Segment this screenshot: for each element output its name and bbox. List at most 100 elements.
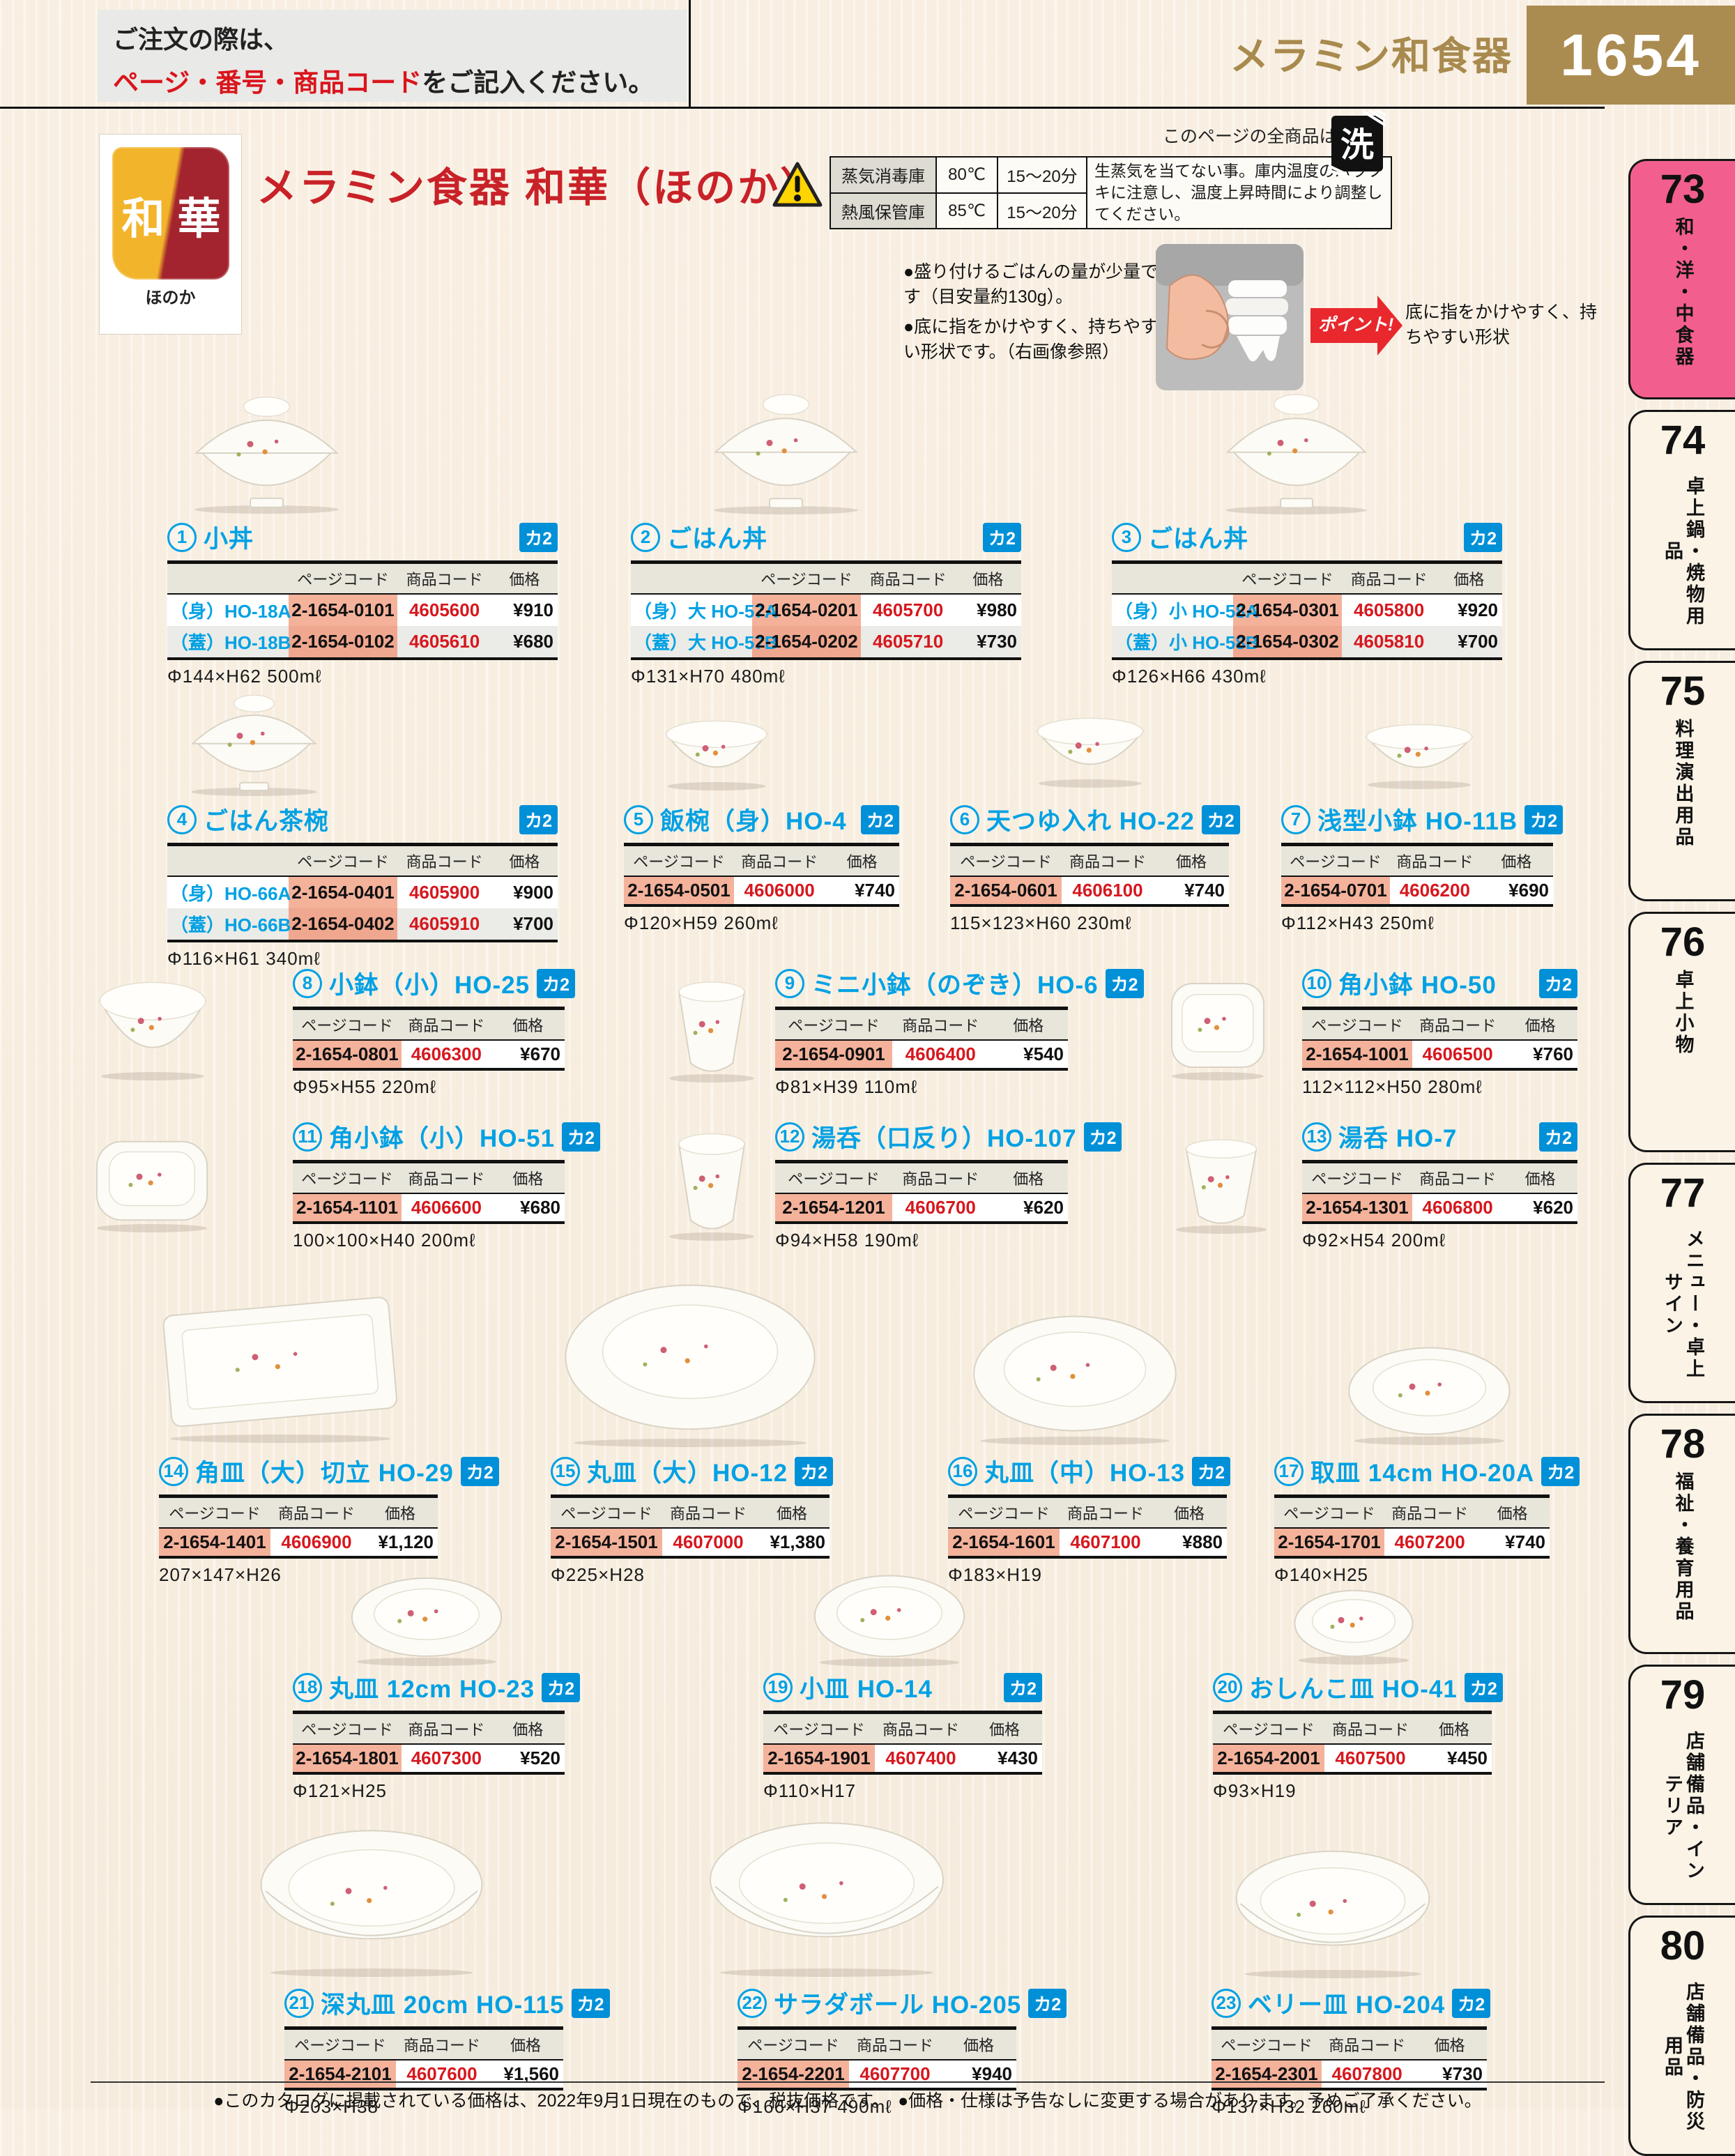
col-page-code: ページコード xyxy=(950,844,1062,877)
product-row: 2-1654-1801 4607300 ¥520 xyxy=(293,1744,565,1773)
product-name: 天つゆ入れ HO-22 xyxy=(986,808,1195,835)
product-name: サラダボール HO-205 xyxy=(774,1991,1022,2019)
item-code: 4606500 xyxy=(1422,1043,1493,1064)
sidebar-tab: 79 店舗備品・インテリア xyxy=(1628,1665,1735,1905)
table-header-row: ページコード 商品コード 価格 xyxy=(1213,1712,1492,1745)
table-header-row: ページコード 商品コード 価格 xyxy=(737,2028,1016,2061)
product-dimensions: Φ120×H59 260mℓ xyxy=(624,912,779,933)
col-item-code: 商品コード xyxy=(861,562,955,595)
sidebar-tab-number: 77 xyxy=(1660,1170,1706,1216)
catalog-ref-badge: カ2 xyxy=(1539,968,1577,998)
product-row: （蓋）大 HO-57B 2-1654-0202 4605710 ¥730 xyxy=(631,626,1021,659)
product-dimensions: 207×147×H26 xyxy=(159,1564,282,1585)
col-item-code: 商品コード xyxy=(397,562,491,595)
product-card: 6 天つゆ入れ HO-22 カ2 ページコード 商品コード 価格 2-1654-060… xyxy=(950,717,1240,934)
col-item-code: 商品コード xyxy=(892,1161,989,1194)
page-code: 2-1654-0701 xyxy=(1281,876,1390,905)
product-price-table: ページコード 商品コード 価格 2-1654-1201 4606700 ¥620 xyxy=(775,1160,1068,1224)
price: ¥670 xyxy=(520,1043,560,1064)
product-photo xyxy=(1165,970,1270,1084)
item-code: 4607100 xyxy=(1070,1531,1141,1552)
col-price: 価格 xyxy=(491,1161,565,1194)
page-code: 2-1654-1601 xyxy=(948,1528,1060,1557)
product-row: （蓋）HO-66B 2-1654-0402 4605910 ¥700 xyxy=(167,908,558,941)
header-rule xyxy=(0,107,1605,109)
variant-label: （身）HO-66A xyxy=(170,883,291,904)
catalog-ref-badge: カ2 xyxy=(1192,1456,1230,1486)
product-dimensions: 112×112×H50 280mℓ xyxy=(1302,1076,1483,1097)
product-number: 6 xyxy=(950,804,979,834)
col-page-code: ページコード xyxy=(1212,2028,1322,2061)
item-code: 4606100 xyxy=(1072,880,1143,901)
sidebar-tab-label: 店舗備品・防災用品 xyxy=(1662,1981,1705,2133)
product-name: 小皿 HO-14 xyxy=(800,1676,933,1703)
sidebar-tab-label: 卓上鍋・焼物用品 xyxy=(1662,475,1705,627)
col-item-code: 商品コード xyxy=(1062,844,1154,877)
product-title-row: 5 飯椀（身）HO-4 カ2 xyxy=(624,802,899,837)
product-number: 13 xyxy=(1302,1122,1331,1152)
product-card: 16 丸皿（中）HO-13 カ2 ページコード 商品コード 価格 2-1654-160… xyxy=(948,1315,1230,1586)
product-name: 取皿 14cm HO-20A xyxy=(1310,1460,1535,1487)
sidebar-tab-label: 料理演出用品 xyxy=(1672,719,1694,848)
product-dimensions: Φ131×H70 480mℓ xyxy=(631,666,786,687)
col-price: 価格 xyxy=(967,1712,1042,1745)
catalog-ref-badge: カ2 xyxy=(460,1456,499,1486)
table-header-row: ページコード 商品コード 価格 xyxy=(775,1008,1068,1041)
variant-label: （蓋）小 HO-58B xyxy=(1112,626,1259,659)
catalog-ref-badge: カ2 xyxy=(1541,1456,1580,1486)
product-photo xyxy=(558,1267,823,1451)
care-instructions-table: 蒸気消毒庫 80℃ 15〜20分 生蒸気を当てない事。庫内温度のバラツキに注意し… xyxy=(830,155,1392,230)
product-photo xyxy=(1291,1582,1416,1668)
product-dimensions: Φ94×H58 190mℓ xyxy=(775,1230,919,1251)
product-name: ごはん丼 xyxy=(1148,526,1249,553)
item-code: 4605700 xyxy=(872,599,944,620)
product-name: 浅型小鉢 HO-11B xyxy=(1317,808,1518,835)
brand-kanji-1: 和 xyxy=(121,196,165,243)
variant-label: （蓋）HO-18B xyxy=(167,626,291,659)
product-card: 8 小鉢（小）HO-25 カ2 ページコード 商品コード 価格 2-1654-0801… xyxy=(98,965,575,1098)
product-number: 16 xyxy=(948,1456,977,1486)
table-header-row: ページコード 商品コード 価格 xyxy=(167,844,558,877)
price: ¥1,560 xyxy=(503,2063,559,2084)
footer-note: ●このカタログに掲載されている価格は、2022年9月1日現在のもので、税抜価格で… xyxy=(213,2091,1482,2111)
product-name: 小鉢（小）HO-25 xyxy=(329,972,530,999)
product-name: 湯呑（口反り）HO-107 xyxy=(811,1125,1077,1152)
product-card: 7 浅型小鉢 HO-11B カ2 ページコード 商品コード 価格 2-1654-070… xyxy=(1281,724,1564,934)
product-photo xyxy=(94,970,211,1084)
product-number: 14 xyxy=(159,1456,188,1486)
page-code: 2-1654-0601 xyxy=(950,876,1062,905)
col-price: 価格 xyxy=(491,562,558,595)
product-number: 23 xyxy=(1212,1988,1241,2018)
all-products-note: このページの全商品は xyxy=(1163,127,1337,146)
product-name: ベリー皿 HO-204 xyxy=(1248,1991,1446,2019)
product-photo xyxy=(705,1810,948,1980)
page-code: 2-1654-2201 xyxy=(737,2060,849,2089)
table-header-row: ページコード 商品コード 価格 xyxy=(948,1496,1227,1529)
product-card: 17 取皿 14cm HO-20A カ2 ページコード 商品コード 価格 2-1654… xyxy=(1274,1347,1580,1586)
item-code: 4606200 xyxy=(1399,880,1470,901)
sidebar-tab-label: 和・洋・中食器 xyxy=(1672,217,1694,368)
sidebar-tab: 74 卓上鍋・焼物用品 xyxy=(1628,410,1735,650)
header-divider xyxy=(689,0,691,107)
product-number: 4 xyxy=(167,804,197,834)
product-number: 1 xyxy=(167,522,197,552)
product-number: 20 xyxy=(1213,1672,1242,1702)
variant-label: （蓋）HO-66B xyxy=(167,908,291,941)
product-row: 2-1654-1001 4606500 ¥760 xyxy=(1302,1040,1577,1069)
product-name: 丸皿（中）HO-13 xyxy=(984,1460,1186,1487)
price: ¥690 xyxy=(1508,880,1549,901)
category-title: メラミン和食器 xyxy=(1230,34,1513,78)
warning-triangle-icon xyxy=(772,162,823,211)
sidebar-tab: 73 和・洋・中食器 xyxy=(1628,159,1735,399)
col-page-code: ページコード xyxy=(1302,1161,1412,1194)
product-number: 2 xyxy=(631,522,660,552)
product-card: 4 ごはん茶椀 カ2 ページコード 商品コード 価格 （身）HO-66A 2-1654-… xyxy=(167,694,558,970)
col-price: 価格 xyxy=(488,2028,563,2061)
product-price-table: ページコード 商品コード 価格 2-1654-2101 4607600 ¥1,560 xyxy=(284,2026,563,2090)
page-code: 2-1654-1701 xyxy=(1274,1528,1384,1557)
price: ¥700 xyxy=(1435,626,1502,659)
price: ¥620 xyxy=(1023,1197,1064,1218)
product-dimensions: Φ92×H54 200mℓ xyxy=(1302,1230,1446,1251)
product-name: 丸皿 12cm HO-23 xyxy=(329,1676,535,1703)
catalog-ref-badge: カ2 xyxy=(571,1988,610,2018)
